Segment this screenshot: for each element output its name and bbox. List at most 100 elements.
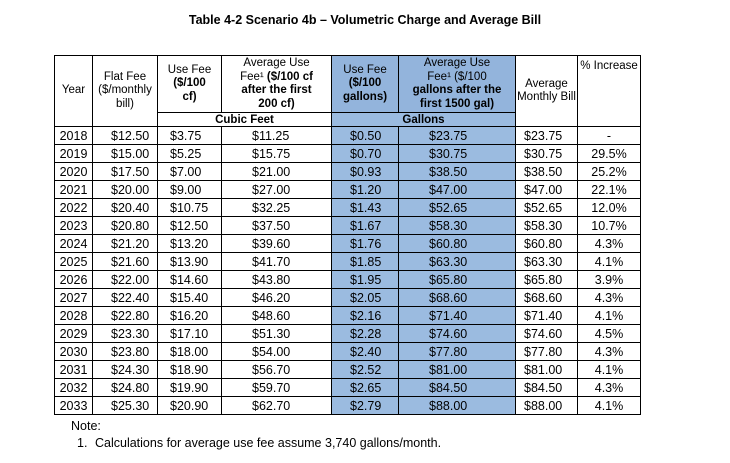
flat-fee-cell: $15.00 [92,144,158,163]
flat-fee-cell: $24.80 [92,378,158,397]
average-monthly-bill-cell: $52.65 [515,198,578,217]
percent-increase-cell: 4.3% [577,342,641,361]
header-year: Year [54,55,93,127]
use-fee-cf-cell: $15.40 [157,288,222,307]
table-row: 2024 $21.20 $13.20 $39.60 $1.76 $60.80 $60.80 4… [54,234,641,253]
year-cell: 2032 [54,378,93,397]
use-fee-cf-cell: $18.00 [157,342,222,361]
note-label: Note: [71,419,101,433]
average-use-fee-cf-cell: $15.75 [221,144,332,163]
table-row: 2031 $24.30 $18.90 $56.70 $2.52 $81.00 $81.00 4… [54,360,641,379]
use-fee-cf-cell: $14.60 [157,270,222,289]
average-use-fee-cf-cell: $43.80 [221,270,332,289]
table-row: 2026 $22.00 $14.60 $43.80 $1.95 $65.80 $65.80 3… [54,270,641,289]
flat-fee-cell: $17.50 [92,162,158,181]
average-use-fee-gal-cell: $68.60 [398,288,516,307]
average-use-fee-cf-cell: $54.00 [221,342,332,361]
average-monthly-bill-cell: $84.50 [515,378,578,397]
table-row: 2025 $21.60 $13.90 $41.70 $1.85 $63.30 $63.30 4… [54,252,641,271]
flat-fee-cell: $20.00 [92,180,158,199]
use-fee-gal-cell: $2.28 [331,324,399,343]
percent-increase-cell: 4.5% [577,324,641,343]
flat-fee-cell: $22.00 [92,270,158,289]
flat-fee-cell: $23.80 [92,342,158,361]
average-use-fee-gal-cell: $47.00 [398,180,516,199]
average-monthly-bill-cell: $65.80 [515,270,578,289]
average-monthly-bill-cell: $63.30 [515,252,578,271]
average-use-fee-cf-cell: $46.20 [221,288,332,307]
year-cell: 2024 [54,234,93,253]
average-monthly-bill-cell: $77.80 [515,342,578,361]
units-gallons: Gallons [331,112,516,127]
table-row: 2032 $24.80 $19.90 $59.70 $2.65 $84.50 $84.50 4… [54,378,641,397]
percent-increase-cell: 22.1% [577,180,641,199]
average-use-fee-gal-cell: $88.00 [398,396,516,415]
use-fee-cf-cell: $9.00 [157,180,222,199]
average-use-fee-gal-cell: $58.30 [398,216,516,235]
flat-fee-cell: $25.30 [92,396,158,415]
table-row: 2018 $12.50 $3.75 $11.25 $0.50 $23.75 $23.75- [54,126,641,145]
year-cell: 2025 [54,252,93,271]
use-fee-cf-cell: $16.20 [157,306,222,325]
average-use-fee-gal-cell: $81.00 [398,360,516,379]
flat-fee-cell: $22.80 [92,306,158,325]
units-row: Cubic Feet Gallons [55,112,641,127]
table-row: 2028 $22.80 $16.20 $48.60 $2.16 $71.40 $71.40 4… [54,306,641,325]
use-fee-gal-cell: $1.67 [331,216,399,235]
year-cell: 2028 [54,306,93,325]
table-row: 2029 $23.30 $17.10 $51.30 $2.28 $74.60 $74.60 4… [54,324,641,343]
flat-fee-cell: $21.20 [92,234,158,253]
average-monthly-bill-cell: $30.75 [515,144,578,163]
header-average-monthly-bill: Average Monthly Bill [515,55,578,127]
average-use-fee-gal-cell: $63.30 [398,252,516,271]
use-fee-gal-cell: $2.05 [331,288,399,307]
use-fee-gal-cell: $1.95 [331,270,399,289]
average-use-fee-cf-cell: $11.25 [221,126,332,145]
average-use-fee-cf-cell: $51.30 [221,324,332,343]
average-use-fee-gal-cell: $71.40 [398,306,516,325]
average-use-fee-gal-cell: $77.80 [398,342,516,361]
average-use-fee-cf-cell: $48.60 [221,306,332,325]
year-cell: 2021 [54,180,93,199]
year-cell: 2033 [54,396,93,415]
header-percent-increase: % Increase [577,55,641,127]
note-item: 1. Calculations for average use fee assum… [77,436,441,450]
flat-fee-cell: $24.30 [92,360,158,379]
table-body: 2018 $12.50 $3.75 $11.25 $0.50 $23.75 $23.75-2… [54,126,641,415]
table-row: 2019 $15.00 $5.25 $15.75 $0.70 $30.75 $30.75 29… [54,144,641,163]
average-use-fee-cf-cell: $59.70 [221,378,332,397]
use-fee-gal-cell: $0.70 [331,144,399,163]
average-use-fee-cf-cell: $21.00 [221,162,332,181]
table-row: 2027 $22.40 $15.40 $46.20 $2.05 $68.60 $68.60 4… [54,288,641,307]
table-row: 2020 $17.50 $7.00 $21.00 $0.93 $38.50 $38.50 25… [54,162,641,181]
percent-increase-cell: 4.1% [577,306,641,325]
average-use-fee-gal-cell: $52.65 [398,198,516,217]
year-cell: 2030 [54,342,93,361]
average-use-fee-gal-cell: $65.80 [398,270,516,289]
average-use-fee-cf-cell: $37.50 [221,216,332,235]
use-fee-cf-cell: $3.75 [157,126,222,145]
use-fee-cf-cell: $18.90 [157,360,222,379]
use-fee-cf-cell: $20.90 [157,396,222,415]
year-cell: 2020 [54,162,93,181]
header-average-use-fee-gal: Average Use Fee¹ ($/100 gallons after th… [398,55,516,113]
year-cell: 2018 [54,126,93,145]
average-monthly-bill-cell: $88.00 [515,396,578,415]
header-use-fee-gal: Use Fee ($/100 gallons) [331,55,399,113]
average-monthly-bill-cell: $81.00 [515,360,578,379]
table-title: Table 4-2 Scenario 4b – Volumetric Charg… [188,13,542,27]
use-fee-cf-cell: $13.90 [157,252,222,271]
year-cell: 2019 [54,144,93,163]
flat-fee-cell: $21.60 [92,252,158,271]
year-cell: 2027 [54,288,93,307]
year-cell: 2022 [54,198,93,217]
note-number: 1. [77,436,88,450]
use-fee-gal-cell: $2.16 [331,306,399,325]
table-row: 2033 $25.30 $20.90 $62.70 $2.79 $88.00 $88.00 4… [54,396,641,415]
use-fee-gal-cell: $1.43 [331,198,399,217]
average-monthly-bill-cell: $74.60 [515,324,578,343]
percent-increase-cell: 12.0% [577,198,641,217]
year-cell: 2031 [54,360,93,379]
percent-increase-cell: 4.3% [577,378,641,397]
average-monthly-bill-cell: $71.40 [515,306,578,325]
